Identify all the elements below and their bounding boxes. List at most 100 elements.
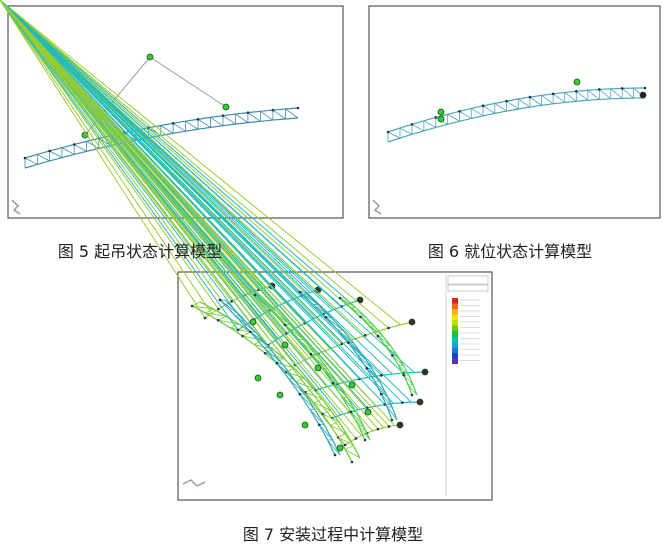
- cable: [84, 56, 151, 136]
- diagonal: [73, 144, 87, 152]
- diagonal: [342, 397, 357, 413]
- diagonal: [288, 378, 306, 395]
- vertical: [0, 0, 368, 434]
- node: [317, 423, 321, 427]
- lifting-point: [301, 421, 309, 429]
- node: [365, 367, 369, 370]
- diagonal: [599, 89, 612, 100]
- figure-6-frame: [368, 5, 661, 219]
- figure-5-frame: [7, 5, 344, 219]
- vertical: [330, 421, 339, 426]
- vertical: [0, 0, 219, 310]
- diagonal: [295, 381, 314, 389]
- diagonal: [270, 309, 291, 326]
- diagonal: [337, 329, 354, 344]
- diagonal: [332, 382, 348, 398]
- node: [298, 392, 302, 396]
- legend-swatch: [452, 347, 458, 353]
- caption: 图 6 就位状态计算模型: [428, 242, 592, 261]
- node: [263, 351, 267, 355]
- truss: [338, 296, 418, 397]
- diagonal: [387, 131, 401, 139]
- node: [434, 116, 438, 119]
- caption: 图 5 起吊状态计算模型: [58, 242, 222, 261]
- vertical: [0, 0, 394, 404]
- diagonal: [350, 411, 364, 427]
- diagonal: [249, 331, 270, 348]
- lifting-point: [249, 318, 257, 326]
- diagonal: [254, 294, 276, 311]
- diagonal: [242, 335, 263, 341]
- lifting-point: [364, 408, 372, 416]
- diagonal: [322, 368, 339, 384]
- diagonal: [205, 312, 227, 317]
- vertical: [0, 0, 390, 427]
- diagonal: [482, 105, 496, 114]
- diagonal: [172, 122, 186, 132]
- diagonal: [230, 327, 251, 333]
- truss: [298, 290, 398, 422]
- legend-swatch: [452, 314, 458, 320]
- node: [248, 330, 252, 334]
- legend-swatch: [452, 353, 458, 359]
- node: [363, 334, 367, 337]
- legend-swatch: [452, 342, 458, 348]
- truss: [218, 298, 341, 457]
- diagonal: [423, 120, 436, 128]
- node: [376, 427, 380, 431]
- node: [343, 443, 347, 447]
- node: [340, 342, 344, 346]
- vertical: [295, 377, 304, 383]
- node: [376, 334, 380, 338]
- structure-drawings: [0, 0, 647, 464]
- node: [285, 332, 288, 335]
- diagonal: [299, 393, 316, 410]
- legend-panel: [445, 274, 489, 496]
- node: [410, 393, 414, 397]
- lifting-point: [146, 53, 154, 61]
- node: [387, 326, 390, 330]
- diagonal: [284, 324, 304, 340]
- diagonal: [357, 355, 372, 369]
- truss: [253, 293, 371, 442]
- node: [390, 418, 394, 422]
- diagonal: [411, 124, 425, 132]
- diagonal: [235, 315, 256, 333]
- diagonal: [318, 424, 333, 441]
- diagonal: [235, 113, 249, 123]
- diagonal: [385, 345, 398, 356]
- vertical: [0, 0, 386, 405]
- diagonal: [339, 297, 356, 308]
- node: [380, 374, 383, 377]
- diagonal: [330, 425, 347, 434]
- diagonal: [366, 368, 380, 382]
- node: [275, 361, 279, 365]
- vertical: [0, 0, 226, 306]
- legend-swatch: [452, 325, 458, 331]
- node: [401, 401, 404, 404]
- node: [481, 104, 485, 108]
- node: [253, 293, 257, 297]
- diagonal: [345, 449, 361, 459]
- node: [309, 352, 313, 356]
- lifting-point: [348, 381, 356, 389]
- node: [196, 117, 200, 121]
- node: [363, 438, 367, 442]
- vertical: [0, 0, 395, 426]
- vertical: [322, 409, 331, 415]
- vertical: [0, 0, 206, 319]
- diagonal: [471, 108, 484, 117]
- node: [333, 453, 337, 457]
- node: [402, 373, 405, 377]
- node: [246, 111, 250, 114]
- diagonal: [337, 436, 354, 446]
- diagonal: [610, 88, 623, 99]
- diagonal: [358, 425, 371, 441]
- lifting-point: [416, 398, 424, 406]
- diagonal: [350, 307, 366, 318]
- diagonal: [506, 100, 519, 110]
- diagonal: [276, 362, 295, 380]
- node: [391, 354, 394, 357]
- lifting-point: [437, 115, 445, 123]
- diagonal: [185, 120, 199, 130]
